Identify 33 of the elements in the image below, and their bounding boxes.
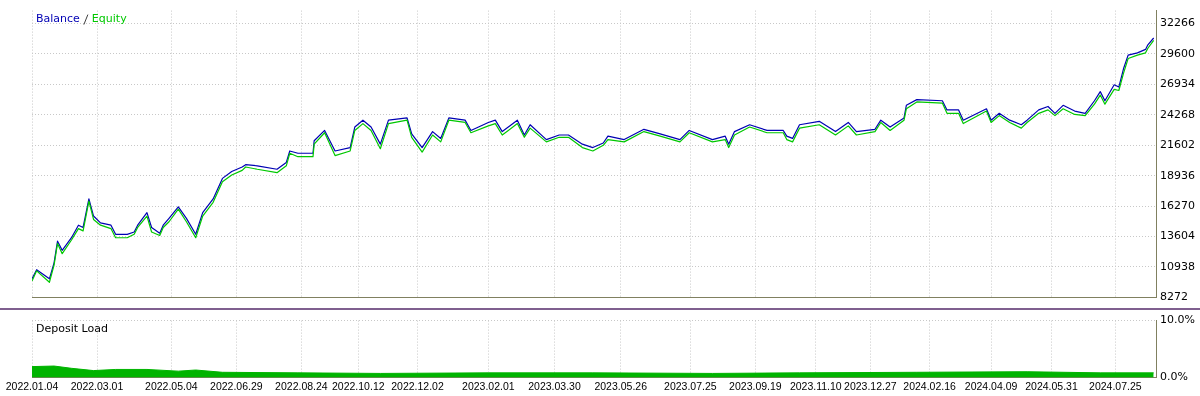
- y-tick-label: 10938: [1160, 259, 1195, 273]
- x-tick-label: 2022.05.04: [145, 379, 198, 392]
- y-tick-label: 24268: [1160, 107, 1195, 121]
- y-tick-label: 10.0%: [1160, 313, 1195, 327]
- x-tick-label: 2024.04.09: [964, 379, 1018, 392]
- chart-title: Deposit Load: [36, 321, 108, 335]
- x-tick-label: 2023.12.27: [844, 379, 897, 392]
- x-tick-label: 2024.02.16: [903, 379, 956, 392]
- x-tick-label: 2024.05.31: [1025, 379, 1078, 392]
- x-tick-label: 2023.09.19: [729, 379, 782, 392]
- x-tick-label: 2022.08.24: [275, 379, 328, 392]
- x-tick-label: 2024.07.25: [1089, 379, 1142, 392]
- x-tick-label: 2022.01.04: [5, 379, 59, 392]
- x-tick-label: 2023.03.30: [528, 379, 581, 392]
- x-tick-label: 2022.03.01: [70, 379, 124, 392]
- y-tick-label: 18936: [1160, 168, 1195, 182]
- x-tick-label: 2022.12.02: [391, 379, 444, 392]
- x-tick-label: 2023.02.01: [462, 379, 515, 392]
- text: Equity: [91, 11, 128, 25]
- y-tick-label: 8272: [1160, 290, 1188, 304]
- y-tick-label: 21602: [1160, 138, 1195, 152]
- x-tick-label: 2023.05.26: [594, 379, 648, 392]
- text: Balance: [36, 11, 81, 25]
- x-tick-label: 2022.10.12: [332, 379, 385, 392]
- y-tick-label: 26934: [1160, 77, 1195, 91]
- y-tick-label: 13604: [1160, 229, 1195, 243]
- y-tick-label: 0.0%: [1160, 370, 1188, 384]
- y-tick-label: 16270: [1160, 198, 1195, 212]
- x-tick-label: 2023.07.25: [664, 379, 717, 392]
- x-tick-label: 2022.06.29: [210, 379, 263, 392]
- y-tick-label: 29600: [1160, 46, 1195, 60]
- x-tick-label: 2023.11.10: [789, 379, 842, 392]
- y-tick-label: 32266: [1160, 16, 1195, 30]
